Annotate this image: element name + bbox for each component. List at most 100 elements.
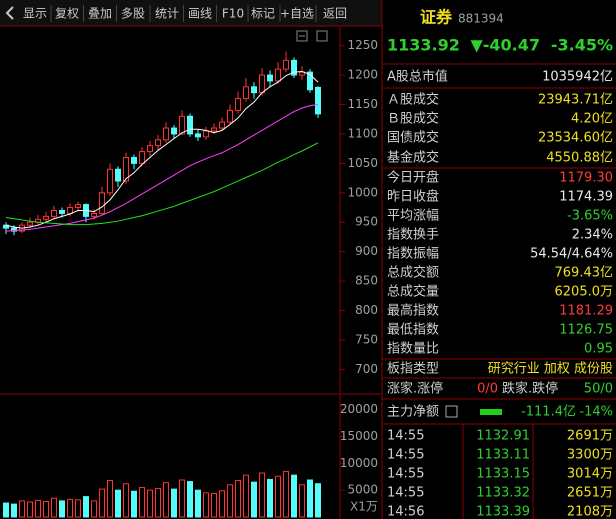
y-tick-label: 1000: [347, 185, 378, 199]
stat-value: -3.65%: [567, 209, 613, 224]
volume-bar: [243, 474, 249, 518]
back-arrow-icon[interactable]: [5, 6, 14, 20]
candle-body: [219, 121, 225, 129]
stat-label: 指数换手: [387, 228, 439, 243]
stat-label: 平均涨幅: [387, 209, 439, 224]
candle-body: [195, 133, 201, 138]
candle-body: [267, 74, 273, 82]
trade-price: 1133.15: [476, 467, 530, 482]
window-icon[interactable]: [316, 30, 328, 42]
y-tick-label: 800: [355, 303, 378, 317]
trade-time: 14:55: [387, 486, 424, 501]
candle-body: [115, 168, 121, 182]
candle-body: [107, 168, 113, 194]
volume-bar: [227, 484, 233, 518]
stat-value: 4550.88亿: [546, 151, 613, 166]
candle-body: [307, 71, 313, 91]
toolbar-button[interactable]: F10: [222, 7, 244, 21]
volume-bar: [67, 498, 73, 518]
trade-price: 1133.32: [476, 486, 530, 501]
volume-bar: [115, 489, 121, 518]
volume-bar: [187, 481, 193, 518]
flow-value: -111.4亿: [521, 405, 576, 420]
volume-bar: [283, 470, 289, 518]
stat-value: 1174.39: [559, 190, 613, 205]
volume-bar: [291, 474, 297, 518]
breadth-up-label: 涨家.涨停: [387, 381, 443, 397]
toolbar-button[interactable]: 叠加: [88, 7, 112, 21]
candle-body: [179, 115, 185, 135]
toolbar-button[interactable]: 复权: [55, 7, 79, 21]
volume-bar: [203, 492, 209, 518]
flow-icon[interactable]: [445, 405, 458, 418]
toolbar-bg: [0, 0, 382, 26]
vol-tick-label: 10000: [340, 456, 378, 470]
y-tick-label: 1050: [347, 156, 378, 170]
stat-value: 54.54/4.64%: [530, 247, 613, 262]
volume-bar: [51, 497, 57, 518]
candle-body: [163, 127, 169, 141]
candle-body: [211, 127, 217, 132]
toolbar-button[interactable]: 画线: [188, 7, 212, 21]
trade-volume: 3300万: [567, 448, 613, 463]
stat-value: 1179.30: [559, 171, 613, 186]
toolbar-button[interactable]: 标记: [251, 7, 275, 21]
sector-label: 板指类型: [387, 362, 439, 377]
ma-line: [5, 103, 319, 232]
breadth-down-label: 跌家.跌停: [502, 381, 558, 397]
collapse-icon[interactable]: [296, 30, 308, 42]
volume-bar: [43, 500, 49, 518]
volume-bar: [27, 501, 33, 518]
volume-bar: [307, 479, 313, 518]
volume-bar: [163, 482, 169, 518]
volume-bar: [235, 480, 241, 518]
toolbar-button[interactable]: 返回: [323, 7, 347, 21]
flow-bar: [480, 409, 502, 415]
candle-body: [299, 71, 305, 76]
candle-body: [171, 127, 177, 135]
breadth-down: 50/0: [584, 382, 613, 397]
quote-price: 1133.92: [387, 36, 460, 55]
stat-label: 最高指数: [387, 303, 439, 319]
candle-body: [275, 68, 281, 82]
stat-label: 基金成交: [387, 150, 439, 166]
y-tick-label: 950: [355, 215, 378, 229]
stat-value: 769.43亿: [555, 266, 614, 281]
candle-body: [11, 227, 17, 232]
volume-unit: X1万: [350, 500, 378, 514]
y-tick-label: 850: [355, 274, 378, 288]
trade-volume: 2691万: [567, 429, 613, 444]
stat-value: 1126.75: [559, 323, 613, 338]
toolbar-button[interactable]: +自选: [280, 7, 314, 21]
stat-label: 总成交额: [387, 265, 439, 281]
volume-bar: [11, 503, 17, 518]
toolbar-button[interactable]: 显示: [23, 7, 47, 21]
y-tick-label: 1200: [347, 68, 378, 82]
candle-body: [131, 156, 137, 164]
toolbar-button[interactable]: 统计: [155, 7, 179, 21]
candle-body: [203, 130, 209, 138]
sector-value: 研究行业 加权 成份股: [488, 361, 613, 377]
candle-body: [283, 59, 289, 70]
candle-body: [155, 139, 161, 147]
stat-label: A股总市值: [387, 69, 448, 85]
volume-bar: [35, 499, 41, 518]
separators: [382, 63, 616, 425]
toolbar-button[interactable]: 多股: [121, 7, 145, 21]
trade-time: 14:55: [387, 467, 424, 482]
candle-body: [315, 86, 321, 115]
stat-value: 1181.29: [559, 304, 613, 319]
y-tick-label: 750: [355, 333, 378, 347]
candle-body: [99, 192, 105, 214]
quote-name: 证券: [420, 8, 453, 27]
stat-label: 最低指数: [387, 323, 439, 338]
volume-bar: [219, 490, 225, 518]
stat-value: 0.95: [584, 342, 613, 357]
stat-label: 指数量比: [387, 342, 439, 357]
ma-line: [5, 71, 319, 229]
trade-price: 1133.11: [476, 448, 530, 463]
trade-time: 14:55: [387, 448, 424, 463]
candle-body: [27, 221, 33, 226]
stat-label: 今日开盘: [387, 170, 439, 186]
candle-body: [123, 156, 129, 182]
